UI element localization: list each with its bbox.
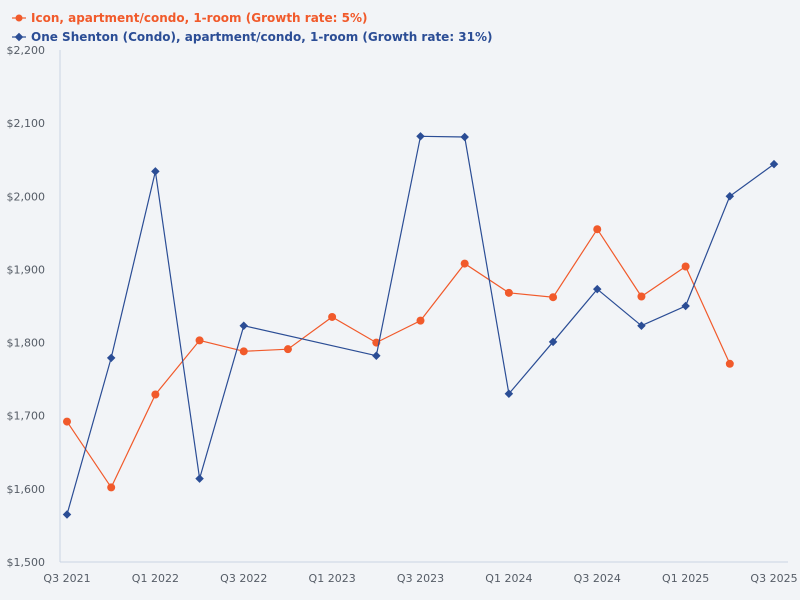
- y-tick-label: $1,900: [7, 263, 46, 276]
- data-point[interactable]: [372, 351, 381, 360]
- legend-circle-marker-icon: [15, 14, 23, 22]
- data-point[interactable]: [63, 417, 71, 426]
- legend-label-icon: Icon, apartment/condo, 1-room (Growth ra…: [31, 11, 368, 25]
- legend-diamond-marker-icon: [14, 32, 24, 42]
- x-tick-label: Q3 2025: [750, 572, 797, 585]
- data-point[interactable]: [283, 345, 292, 354]
- data-point[interactable]: [106, 353, 116, 363]
- data-point[interactable]: [681, 301, 690, 311]
- y-tick-label: $2,000: [7, 190, 46, 203]
- y-tick-label: $1,600: [7, 483, 46, 496]
- x-tick-label: Q3 2021: [43, 572, 90, 585]
- y-tick-label: $1,500: [7, 556, 46, 569]
- data-point[interactable]: [637, 292, 646, 301]
- data-point[interactable]: [549, 293, 558, 302]
- data-point[interactable]: [239, 321, 248, 330]
- y-tick-label: $2,100: [7, 117, 46, 130]
- x-tick-label: Q1 2023: [309, 572, 356, 585]
- x-tick-label: Q1 2024: [485, 572, 532, 585]
- data-point[interactable]: [195, 336, 204, 345]
- data-point[interactable]: [195, 474, 204, 483]
- data-point[interactable]: [548, 337, 558, 347]
- x-tick-label: Q3 2023: [397, 572, 444, 585]
- data-point[interactable]: [107, 483, 116, 492]
- y-tick-label: $2,200: [7, 44, 46, 57]
- legend-item-icon[interactable]: Icon, apartment/condo, 1-room (Growth ra…: [12, 11, 368, 25]
- legend-item-one-shenton[interactable]: One Shenton (Condo), apartment/condo, 1-…: [12, 30, 493, 44]
- y-tick-label: $1,700: [7, 410, 46, 423]
- legend: Icon, apartment/condo, 1-room (Growth ra…: [12, 11, 493, 44]
- data-point[interactable]: [239, 347, 248, 356]
- data-point[interactable]: [416, 316, 425, 325]
- data-point[interactable]: [460, 259, 469, 268]
- y-axis: $1,500 $1,600 $1,700 $1,800 $1,900 $2,000 $2,1…: [7, 44, 61, 569]
- data-point[interactable]: [593, 225, 602, 234]
- data-point[interactable]: [725, 359, 734, 368]
- data-point[interactable]: [504, 389, 514, 399]
- x-tick-label: Q1 2025: [662, 572, 709, 585]
- data-point[interactable]: [328, 312, 337, 321]
- data-point[interactable]: [151, 167, 160, 176]
- data-point[interactable]: [151, 390, 160, 399]
- legend-label-one-shenton: One Shenton (Condo), apartment/condo, 1-…: [31, 30, 493, 44]
- series-line-0: [66, 228, 731, 489]
- data-point[interactable]: [769, 159, 779, 169]
- series-line-1: [66, 135, 775, 515]
- data-point[interactable]: [593, 284, 602, 294]
- x-tick-label: Q3 2024: [574, 572, 621, 585]
- data-point[interactable]: [725, 192, 735, 201]
- data-point[interactable]: [460, 132, 469, 142]
- data-point[interactable]: [504, 288, 513, 297]
- y-tick-label: $1,800: [7, 337, 46, 350]
- x-axis: Q3 2021 Q1 2022 Q3 2022 Q1 2023 Q3 2023 Q1 20…: [43, 561, 798, 585]
- x-tick-label: Q1 2022: [132, 572, 179, 585]
- plot-area: [62, 132, 779, 519]
- x-tick-label: Q3 2022: [220, 572, 267, 585]
- data-point[interactable]: [416, 132, 425, 141]
- data-point[interactable]: [637, 321, 646, 330]
- data-point[interactable]: [62, 510, 72, 519]
- data-point[interactable]: [681, 262, 690, 271]
